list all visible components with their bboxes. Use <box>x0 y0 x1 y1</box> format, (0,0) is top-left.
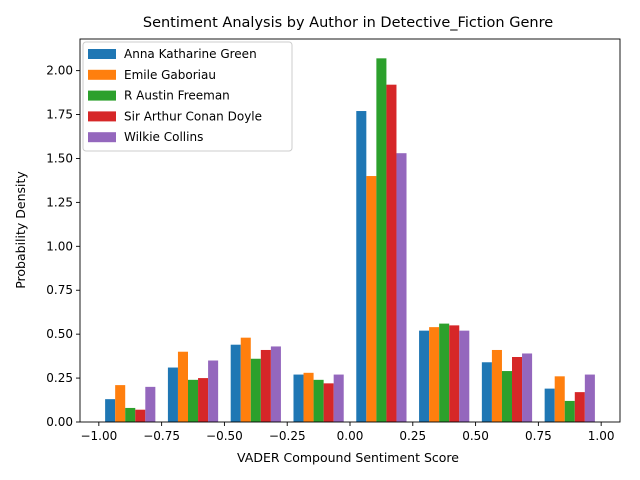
y-tick-label: 1.50 <box>46 151 73 165</box>
y-tick-label: 1.25 <box>46 195 73 209</box>
bar-r-austin-freeman-bin-3 <box>313 379 324 422</box>
x-tick-label: 0.25 <box>399 429 426 443</box>
bar-anna-katharine-green-bin-1 <box>167 367 178 422</box>
x-tick-label: 0.75 <box>525 429 552 443</box>
x-axis-ticks: −1.00 −0.75 −0.50 −0.25 0.00 0.25 0.50 0.75 1.00 <box>80 422 615 443</box>
bar-r-austin-freeman-bin-0 <box>125 407 136 422</box>
bar-sir-arthur-conan-doyle-bin-0 <box>135 409 146 422</box>
legend-label: Sir Arthur Conan Doyle <box>124 109 262 123</box>
y-tick-label: 2.00 <box>46 64 73 78</box>
chart-title: Sentiment Analysis by Author in Detectiv… <box>143 15 553 31</box>
bar-emile-gaboriau-bin-6 <box>491 349 502 422</box>
x-tick-label: −0.50 <box>206 429 243 443</box>
y-tick-label: 0.00 <box>46 415 73 429</box>
bar-r-austin-freeman-bin-1 <box>188 379 199 422</box>
bar-emile-gaboriau-bin-3 <box>303 372 314 422</box>
bar-anna-katharine-green-bin-2 <box>230 344 241 422</box>
bar-anna-katharine-green-bin-7 <box>544 388 555 422</box>
bar-sir-arthur-conan-doyle-bin-3 <box>323 383 334 422</box>
bar-wilkie-collins-bin-0 <box>145 386 156 422</box>
bar-r-austin-freeman-bin-2 <box>250 358 261 422</box>
bar-sir-arthur-conan-doyle-bin-6 <box>512 357 523 422</box>
legend-box <box>82 41 293 152</box>
y-tick-label: 0.25 <box>46 371 73 385</box>
bar-anna-katharine-green-bin-3 <box>293 374 304 422</box>
y-tick-label: 1.00 <box>46 239 73 253</box>
y-tick-label: 0.50 <box>46 327 73 341</box>
bar-wilkie-collins-bin-4 <box>396 153 407 422</box>
bar-wilkie-collins-bin-2 <box>270 346 281 422</box>
bar-wilkie-collins-bin-3 <box>333 374 344 422</box>
bar-anna-katharine-green-bin-5 <box>419 330 430 422</box>
legend-swatch <box>88 69 116 80</box>
bar-wilkie-collins-bin-7 <box>584 374 595 422</box>
bar-sir-arthur-conan-doyle-bin-2 <box>260 349 271 422</box>
legend-swatch <box>88 132 116 143</box>
bar-sir-arthur-conan-doyle-bin-4 <box>386 84 397 423</box>
x-tick-label: −1.00 <box>80 429 117 443</box>
bar-emile-gaboriau-bin-1 <box>177 351 188 422</box>
x-tick-label: 0.50 <box>462 429 489 443</box>
bar-wilkie-collins-bin-1 <box>208 360 219 422</box>
legend-label: Wilkie Collins <box>124 130 203 144</box>
bar-wilkie-collins-bin-5 <box>459 330 470 422</box>
bar-r-austin-freeman-bin-6 <box>501 371 512 422</box>
bar-anna-katharine-green-bin-4 <box>356 111 367 422</box>
bar-r-austin-freeman-bin-5 <box>439 323 450 422</box>
bar-sir-arthur-conan-doyle-bin-1 <box>198 378 209 422</box>
legend: Anna Katharine Green Emile Gaboriau R Aust… <box>82 41 293 152</box>
x-tick-label: 1.00 <box>588 429 615 443</box>
bar-sir-arthur-conan-doyle-bin-5 <box>449 325 460 422</box>
bar-r-austin-freeman-bin-4 <box>376 58 387 422</box>
bar-emile-gaboriau-bin-2 <box>240 337 251 422</box>
legend-label: Emile Gaboriau <box>124 68 216 82</box>
bar-r-austin-freeman-bin-7 <box>564 400 575 422</box>
legend-swatch <box>88 111 116 122</box>
x-tick-label: −0.75 <box>143 429 180 443</box>
y-axis-ticks: 0.00 0.25 0.50 0.75 1.00 1.25 1.50 1.75 2.00 <box>46 64 80 429</box>
y-tick-label: 0.75 <box>46 283 73 297</box>
bar-emile-gaboriau-bin-0 <box>115 385 126 422</box>
legend-label: R Austin Freeman <box>124 89 230 103</box>
y-tick-label: 1.75 <box>46 108 73 122</box>
bar-wilkie-collins-bin-6 <box>522 353 533 422</box>
x-tick-label: −0.25 <box>269 429 306 443</box>
legend-label: Anna Katharine Green <box>124 47 257 61</box>
bar-emile-gaboriau-bin-7 <box>554 376 565 422</box>
x-tick-label: 0.00 <box>337 429 364 443</box>
x-axis-label: VADER Compound Sentiment Score <box>237 450 459 465</box>
bar-anna-katharine-green-bin-0 <box>105 399 116 422</box>
legend-swatch <box>88 49 116 59</box>
bar-emile-gaboriau-bin-5 <box>429 327 440 422</box>
bar-emile-gaboriau-bin-4 <box>366 176 377 422</box>
legend-swatch <box>88 90 116 101</box>
bar-anna-katharine-green-bin-6 <box>481 362 492 422</box>
bar-sir-arthur-conan-doyle-bin-7 <box>574 392 585 422</box>
bars <box>105 58 595 423</box>
y-axis-label: Probability Density <box>13 171 28 289</box>
